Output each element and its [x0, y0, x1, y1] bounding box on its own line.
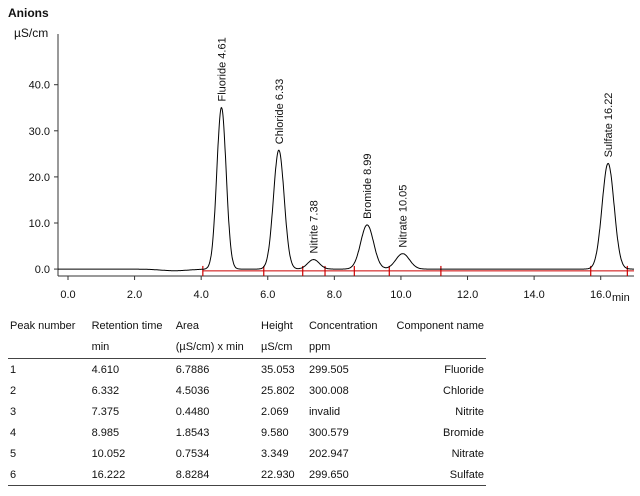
table-row: 2 6.332 4.5036 25.802 300.008 Chloride [8, 380, 486, 401]
cell-peak-number: 6 [8, 464, 90, 486]
unit-retention-time: min [89, 336, 174, 359]
peak-label: Bromide 8.99 [362, 153, 374, 218]
table-row: 1 4.610 6.7886 35.053 299.505 Fluoride [8, 359, 486, 381]
header-component-name: Component name [396, 320, 484, 332]
cell-height: 22.930 [259, 464, 307, 486]
cell-area: 6.7886 [175, 363, 210, 376]
y-tick-label: 40.0 [29, 80, 50, 92]
table-units-row: min (µS/cm) x min µS/cm ppm [8, 336, 486, 359]
cell-concentration: invalid [308, 405, 341, 418]
chart-title: Anions [8, 6, 49, 20]
x-tick-label: 4.0 [194, 289, 209, 301]
y-axis-label: µS/cm [14, 26, 49, 40]
cell-component-name: Chloride [443, 384, 484, 397]
header-peak-number: Peak number [10, 320, 76, 332]
cell-concentration: 299.650 [306, 464, 390, 486]
peak-label: Sulfate 16.22 [603, 93, 615, 158]
cell-retention-time: 4.610 [91, 363, 120, 376]
y-tick-label: 30.0 [29, 126, 50, 138]
cell-component-name: Nitrite [455, 405, 484, 418]
cell-peak-number: 2 [10, 384, 17, 397]
header-concentration: Concentration [308, 320, 378, 332]
unit-height: µS/cm [259, 336, 307, 359]
cell-concentration: 299.505 [308, 363, 349, 376]
cell-retention-time: 16.222 [89, 464, 174, 486]
table-header-row: Peak number Retention time Area Height C… [8, 316, 486, 336]
header-height: Height [261, 320, 293, 332]
x-tick-label: 6.0 [260, 289, 275, 301]
peak-table: Peak number Retention time Area Height C… [8, 316, 486, 486]
table-row: 3 7.375 0.4480 2.069 invalid Nitrite [8, 401, 486, 422]
cell-retention-time: 10.052 [91, 447, 126, 460]
cell-concentration: 300.579 [308, 426, 349, 439]
table-row: 4 8.985 1.8543 9.580 300.579 Bromide [8, 422, 486, 443]
cell-area: 0.7534 [175, 447, 210, 460]
peak-label: Chloride 6.33 [274, 79, 286, 144]
cell-height: 9.580 [261, 426, 289, 439]
x-tick-label: 12.0 [457, 289, 478, 301]
cell-area: 0.4480 [175, 405, 210, 418]
cell-component-name: Fluoride [444, 363, 484, 376]
header-retention-time: Retention time [91, 320, 163, 332]
y-tick-label: 20.0 [29, 172, 50, 184]
unit-peak-number [8, 336, 90, 359]
cell-peak-number: 1 [10, 363, 17, 376]
cell-area: 1.8543 [175, 426, 210, 439]
cell-area: 4.5036 [175, 384, 210, 397]
unit-component-name [389, 336, 486, 359]
peak-label: Nitrate 10.05 [398, 185, 410, 248]
cell-retention-time: 6.332 [91, 384, 120, 397]
cell-peak-number: 4 [10, 426, 17, 439]
cell-peak-number: 3 [10, 405, 17, 418]
table-row: 6 16.222 8.8284 22.930 299.650 Sulfate [8, 464, 486, 486]
chromatogram-chart: 0.0 10.0 20.0 30.0 40.0 0.0 2.0 4.0 6.0 8.0 10.0 1… [29, 34, 634, 301]
header-area: Area [175, 320, 199, 332]
x-tick-label: 10.0 [390, 289, 411, 301]
y-tick-label: 10.0 [29, 218, 50, 230]
cell-component-name: Sulfate [389, 464, 486, 486]
x-tick-label: 16.0 [590, 289, 611, 301]
cell-height: 2.069 [261, 405, 289, 418]
cell-retention-time: 8.985 [91, 426, 120, 439]
y-tick-label: 0.0 [35, 264, 50, 276]
cell-component-name: Bromide [443, 426, 484, 439]
cell-area: 8.8284 [173, 464, 260, 486]
cell-concentration: 202.947 [308, 447, 349, 460]
cell-height: 25.802 [261, 384, 295, 397]
unit-concentration: ppm [306, 336, 390, 359]
cell-height: 35.053 [261, 363, 295, 376]
cell-concentration: 300.008 [308, 384, 349, 397]
chromatogram-trace [58, 106, 634, 272]
cell-peak-number: 5 [10, 447, 17, 460]
table-row: 5 10.052 0.7534 3.349 202.947 Nitrate [8, 443, 486, 464]
x-tick-label: 14.0 [523, 289, 544, 301]
x-axis-label: min [612, 292, 630, 304]
peak-label: Nitrite 7.38 [309, 200, 321, 253]
cell-retention-time: 7.375 [91, 405, 120, 418]
peak-label: Fluoride 4.61 [217, 37, 229, 101]
x-tick-label: 0.0 [60, 289, 75, 301]
unit-area: (µS/cm) x min [173, 336, 260, 359]
x-tick-label: 2.0 [127, 289, 142, 301]
cell-height: 3.349 [261, 447, 289, 460]
cell-component-name: Nitrate [451, 447, 484, 460]
x-tick-label: 8.0 [327, 289, 342, 301]
